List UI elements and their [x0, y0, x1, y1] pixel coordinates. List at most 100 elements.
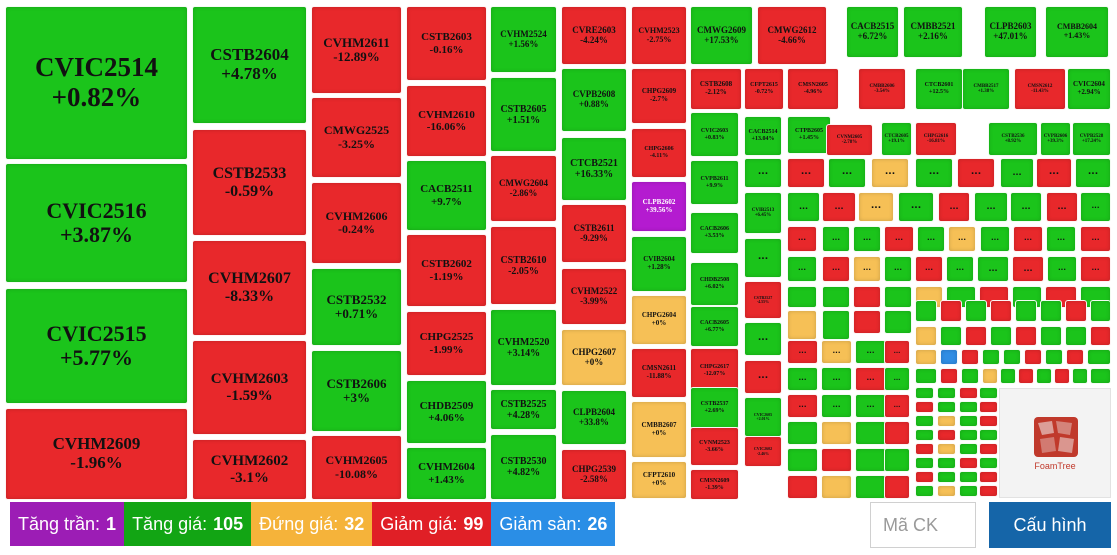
stock-tile-small[interactable]	[959, 443, 978, 455]
stock-tile[interactable]: CMBB2521 +2.16%	[903, 6, 963, 58]
stock-tile-small[interactable]	[979, 457, 998, 469]
stock-tile-small[interactable]: ...	[787, 256, 817, 282]
stock-tile-small[interactable]: ...	[822, 256, 850, 282]
stock-tile[interactable]: CVNM2605 -2.78%	[826, 124, 873, 156]
stock-tile-small[interactable]	[940, 300, 962, 322]
stock-tile-small[interactable]: ...	[915, 256, 943, 282]
stock-tile-small[interactable]	[990, 326, 1012, 346]
stock-tile-small[interactable]	[1072, 368, 1088, 384]
stock-tile-small[interactable]	[915, 471, 934, 483]
stock-tile[interactable]: CTCB2521 +16.33%	[561, 137, 627, 201]
legend-down[interactable]: Giảm giá: 99	[372, 502, 492, 546]
stock-tile-small[interactable]	[1015, 300, 1037, 322]
stock-tile-small[interactable]	[1003, 349, 1021, 365]
stock-tile[interactable]: CSTB2525 +4.28%	[490, 389, 557, 430]
stock-tile-small[interactable]	[1040, 300, 1062, 322]
stock-tile-small[interactable]: ...	[821, 340, 852, 364]
stock-tile-small[interactable]: ...	[822, 192, 856, 222]
stock-tile-small[interactable]: ...	[884, 340, 910, 364]
stock-tile-small[interactable]	[787, 421, 818, 445]
stock-tile-small[interactable]	[961, 349, 979, 365]
stock-tile[interactable]: CVHM2603 -1.59%	[192, 340, 307, 435]
stock-tile-small[interactable]	[940, 368, 958, 384]
stock-tile[interactable]: CVHM2607 -8.33%	[192, 240, 307, 336]
stock-tile-small[interactable]	[990, 300, 1012, 322]
stock-tile-small[interactable]	[1090, 300, 1111, 322]
stock-tile[interactable]: CSTB2530 +4.82%	[490, 434, 557, 500]
stock-tile[interactable]: CACB2605 +6.77%	[690, 306, 739, 347]
stock-tile-small[interactable]	[937, 415, 956, 427]
stock-tile-small[interactable]: ...	[1012, 256, 1044, 282]
stock-tile-small[interactable]	[787, 286, 817, 308]
config-button[interactable]: Cấu hình	[989, 502, 1111, 548]
stock-tile-small[interactable]	[855, 475, 886, 499]
stock-tile-small[interactable]: ...	[1080, 256, 1111, 282]
stock-tile-small[interactable]: ...	[884, 394, 910, 418]
stock-tile-small[interactable]: ...	[948, 226, 976, 252]
stock-tile[interactable]: CVPB2611 +9.9%	[690, 160, 739, 205]
stock-tile[interactable]: CMWG2604 -2.86%	[490, 155, 557, 222]
stock-tile-small[interactable]: ...	[917, 226, 945, 252]
stock-tile-small[interactable]	[965, 326, 987, 346]
stock-tile-small[interactable]	[884, 421, 910, 445]
stock-tile-small[interactable]	[915, 368, 937, 384]
stock-tile-small[interactable]: ...	[853, 226, 881, 252]
stock-tile[interactable]: CVHM2520 +3.14%	[490, 309, 557, 386]
stock-tile-small[interactable]: ...	[871, 158, 909, 188]
stock-tile-small[interactable]: ...	[1046, 192, 1078, 222]
stock-tile[interactable]: CMSN2609 -1.39%	[690, 469, 739, 500]
stock-tile-small[interactable]	[915, 443, 934, 455]
stock-tile[interactable]: CHPG2616 -16.81%	[915, 122, 957, 156]
stock-tile-small[interactable]: ...	[946, 256, 974, 282]
stock-tile[interactable]: CVHM2522 -3.99%	[561, 268, 627, 325]
stock-tile-small[interactable]: ...	[744, 322, 782, 356]
stock-tile-small[interactable]	[853, 310, 881, 334]
stock-tile-small[interactable]	[1040, 326, 1062, 346]
stock-tile-small[interactable]	[959, 387, 978, 399]
stock-tile-small[interactable]	[1054, 368, 1070, 384]
stock-tile-small[interactable]	[915, 349, 937, 365]
stock-tile[interactable]: CVIC2605 +2.01%	[744, 397, 782, 437]
stock-tile[interactable]: CVHM2606 -0.24%	[311, 182, 402, 264]
stock-tile-small[interactable]	[1000, 368, 1016, 384]
stock-tile[interactable]: CSTB2537 +2.69%	[690, 387, 739, 429]
stock-tile[interactable]: CHPG2539 -2.58%	[561, 449, 627, 500]
stock-tile[interactable]: CVIC2602 -2.46%	[744, 436, 782, 467]
stock-tile[interactable]: CFPT2615 -0.72%	[744, 68, 784, 110]
stock-tile[interactable]: CMWG2525 -3.25%	[311, 97, 402, 178]
stock-tile-small[interactable]	[979, 471, 998, 483]
stock-tile[interactable]: CHPG2604 +0%	[631, 295, 687, 345]
stock-tile[interactable]: CLPB2603 +47.01%	[984, 6, 1037, 58]
stock-tile-small[interactable]: ...	[957, 158, 995, 188]
stock-tile[interactable]: CLPB2604 +33.8%	[561, 390, 627, 445]
stock-tile-small[interactable]	[959, 471, 978, 483]
stock-tile-small[interactable]: ...	[1080, 226, 1111, 252]
stock-tile-small[interactable]	[961, 368, 979, 384]
stock-tile-small[interactable]	[940, 349, 958, 365]
stock-tile-small[interactable]: ...	[787, 394, 818, 418]
stock-tile[interactable]: CSTB2533 -0.59%	[192, 129, 307, 236]
stock-tile[interactable]: CSTB2611 -9.29%	[561, 204, 627, 263]
legend-floor[interactable]: Giảm sàn: 26	[491, 502, 616, 546]
stock-tile[interactable]: CVPB2606 +39.3%	[1040, 122, 1071, 156]
stock-tile[interactable]: CHPG2606 -4.11%	[631, 128, 687, 178]
stock-tile[interactable]: CSTB2536 +8.92%	[988, 122, 1038, 156]
stock-tile[interactable]: CVPB2608 +0.88%	[561, 68, 627, 132]
stock-tile[interactable]: CMBB2607 +0%	[631, 401, 687, 458]
stock-tile-small[interactable]: ...	[787, 158, 825, 188]
stock-tile-small[interactable]	[965, 300, 987, 322]
stock-tile-small[interactable]: ...	[1075, 158, 1111, 188]
stock-tile-small[interactable]	[855, 448, 886, 472]
stock-tile[interactable]: CACB2606 +3.53%	[690, 212, 739, 254]
stock-tile-small[interactable]	[1065, 326, 1087, 346]
stock-tile[interactable]: CACB2514 +13.04%	[744, 116, 782, 156]
stock-tile-small[interactable]: ...	[898, 192, 934, 222]
stock-tile[interactable]: CVIC2516 +3.87%	[5, 163, 188, 283]
stock-tile-small[interactable]	[937, 443, 956, 455]
stock-tile-small[interactable]	[982, 368, 998, 384]
stock-tile-small[interactable]	[915, 415, 934, 427]
stock-tile[interactable]: CVIC2515 +5.77%	[5, 288, 188, 404]
stock-tile-small[interactable]	[940, 326, 962, 346]
stock-tile-small[interactable]	[1018, 368, 1034, 384]
stock-tile[interactable]: CMBB2606 -3.54%	[858, 68, 906, 110]
